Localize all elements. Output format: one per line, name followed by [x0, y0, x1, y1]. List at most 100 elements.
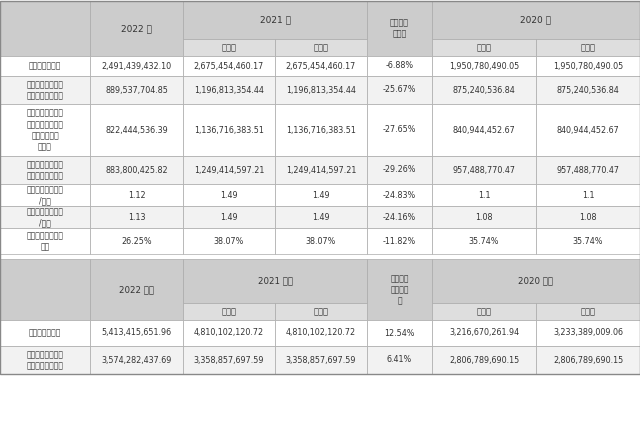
Bar [0, 184, 90, 206]
Text: 1.12: 1.12 [128, 190, 145, 200]
Bar [183, 156, 275, 184]
Text: 经营活动产生的现
金流量净额（元）: 经营活动产生的现 金流量净额（元） [26, 160, 63, 180]
Text: 1.49: 1.49 [312, 190, 330, 200]
Bar [183, 259, 367, 303]
Text: 875,240,536.84: 875,240,536.84 [557, 86, 620, 95]
Bar [536, 206, 640, 228]
Text: 1,249,414,597.21: 1,249,414,597.21 [194, 166, 264, 175]
Text: -24.16%: -24.16% [383, 212, 416, 221]
Text: 本年末比
上年末增
减: 本年末比 上年末增 减 [390, 274, 409, 305]
Text: 1,249,414,597.21: 1,249,414,597.21 [286, 166, 356, 175]
Text: 2,806,789,690.15: 2,806,789,690.15 [449, 356, 519, 365]
Text: 营业收入（元）: 营业收入（元） [29, 61, 61, 71]
Bar [432, 184, 536, 206]
Bar [0, 104, 90, 156]
Bar [432, 259, 640, 303]
Text: 26.25%: 26.25% [121, 237, 152, 246]
Text: 957,488,770.47: 957,488,770.47 [557, 166, 620, 175]
Bar [432, 346, 536, 374]
Text: 1.49: 1.49 [220, 190, 238, 200]
Text: 归属于上市公司股
东的净利润（元）: 归属于上市公司股 东的净利润（元） [26, 80, 63, 100]
Bar [536, 346, 640, 374]
Text: 1.1: 1.1 [582, 190, 595, 200]
Text: 归属于上市公司股
东的扣除非经常性
损益的净利润
（元）: 归属于上市公司股 东的扣除非经常性 损益的净利润 （元） [26, 109, 63, 151]
Bar [536, 184, 640, 206]
Text: -24.83%: -24.83% [383, 190, 416, 200]
Text: 2,675,454,460.17: 2,675,454,460.17 [286, 61, 356, 71]
Text: 1.08: 1.08 [476, 212, 493, 221]
Text: 5,413,415,651.96: 5,413,415,651.96 [101, 329, 172, 338]
Bar [183, 104, 275, 156]
Text: 1,136,716,383.51: 1,136,716,383.51 [286, 126, 356, 135]
Bar [183, 1, 367, 39]
Text: 2022 年: 2022 年 [121, 24, 152, 33]
Text: 调整后: 调整后 [580, 43, 595, 52]
Text: 1,196,813,354.44: 1,196,813,354.44 [286, 86, 356, 95]
Text: 883,800,425.82: 883,800,425.82 [105, 166, 168, 175]
Bar [367, 346, 432, 374]
Bar [90, 206, 183, 228]
Text: 2021 年末: 2021 年末 [257, 276, 292, 286]
Bar [275, 206, 367, 228]
Bar [275, 320, 367, 346]
Bar [90, 346, 183, 374]
Bar [275, 184, 367, 206]
Text: 38.07%: 38.07% [306, 237, 336, 246]
Text: 归属于上市公司股
东的净资产（元）: 归属于上市公司股 东的净资产（元） [26, 350, 63, 370]
Bar [432, 228, 536, 254]
Bar [432, 303, 536, 320]
Bar [432, 206, 536, 228]
Bar [536, 56, 640, 76]
Text: 840,944,452.67: 840,944,452.67 [452, 126, 515, 135]
Bar [367, 184, 432, 206]
Bar [432, 76, 536, 104]
Text: 1.08: 1.08 [579, 212, 596, 221]
Bar [536, 156, 640, 184]
Text: 调整后: 调整后 [314, 43, 328, 52]
Text: 822,444,536.39: 822,444,536.39 [105, 126, 168, 135]
Text: 稀释每股收益（元
/股）: 稀释每股收益（元 /股） [26, 207, 63, 227]
Text: 35.74%: 35.74% [573, 237, 604, 246]
Bar [367, 56, 432, 76]
Bar [183, 184, 275, 206]
Text: 2022 年末: 2022 年末 [119, 285, 154, 294]
Text: 3,216,670,261.94: 3,216,670,261.94 [449, 329, 519, 338]
Bar [275, 346, 367, 374]
Bar [0, 206, 90, 228]
Text: 1.49: 1.49 [312, 212, 330, 221]
Bar [275, 39, 367, 56]
Bar [0, 76, 90, 104]
Bar [0, 1, 90, 56]
Bar [0, 156, 90, 184]
Bar [367, 76, 432, 104]
Bar [0, 259, 90, 320]
Bar [536, 76, 640, 104]
Text: 基本每股收益（元
/股）: 基本每股收益（元 /股） [26, 185, 63, 205]
Text: -27.65%: -27.65% [383, 126, 416, 135]
Text: 2020 年末: 2020 年末 [518, 276, 554, 286]
Text: 1.13: 1.13 [128, 212, 145, 221]
Bar [90, 259, 183, 320]
Bar [183, 228, 275, 254]
Bar [90, 76, 183, 104]
Bar [90, 156, 183, 184]
Bar [90, 228, 183, 254]
Text: -6.88%: -6.88% [385, 61, 413, 71]
Text: 3,358,857,697.59: 3,358,857,697.59 [194, 356, 264, 365]
Bar [367, 259, 432, 320]
Bar [183, 76, 275, 104]
Bar [0, 1, 640, 374]
Bar [432, 1, 640, 39]
Text: 调整前: 调整前 [477, 43, 492, 52]
Text: 6.41%: 6.41% [387, 356, 412, 365]
Text: 2,491,439,432.10: 2,491,439,432.10 [101, 61, 172, 71]
Text: 3,574,282,437.69: 3,574,282,437.69 [101, 356, 172, 365]
Text: 1,136,716,383.51: 1,136,716,383.51 [194, 126, 264, 135]
Text: 4,810,102,120.72: 4,810,102,120.72 [286, 329, 356, 338]
Text: 12.54%: 12.54% [384, 329, 415, 338]
Bar [90, 1, 183, 56]
Text: 1.49: 1.49 [220, 212, 238, 221]
Bar [0, 56, 90, 76]
Text: 889,537,704.85: 889,537,704.85 [105, 86, 168, 95]
Bar [90, 104, 183, 156]
